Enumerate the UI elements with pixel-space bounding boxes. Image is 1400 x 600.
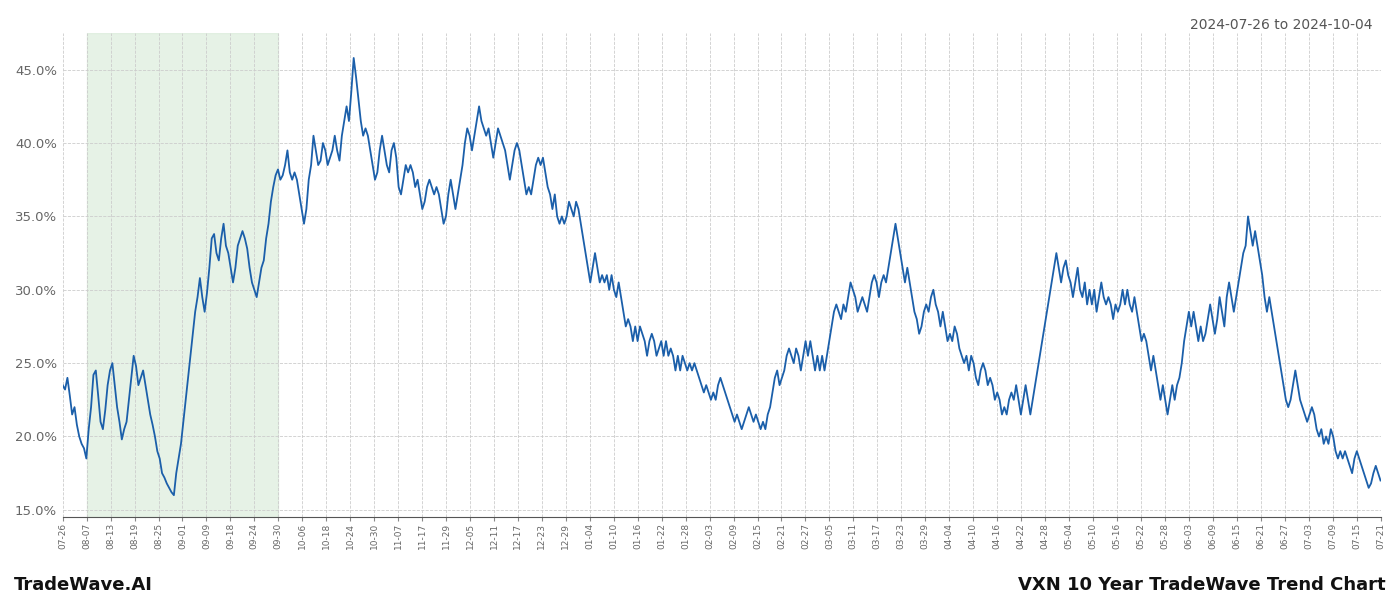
Bar bbox=[87, 33, 279, 517]
Text: TradeWave.AI: TradeWave.AI bbox=[14, 576, 153, 594]
Text: 2024-07-26 to 2024-10-04: 2024-07-26 to 2024-10-04 bbox=[1190, 18, 1372, 32]
Text: VXN 10 Year TradeWave Trend Chart: VXN 10 Year TradeWave Trend Chart bbox=[1018, 576, 1386, 594]
